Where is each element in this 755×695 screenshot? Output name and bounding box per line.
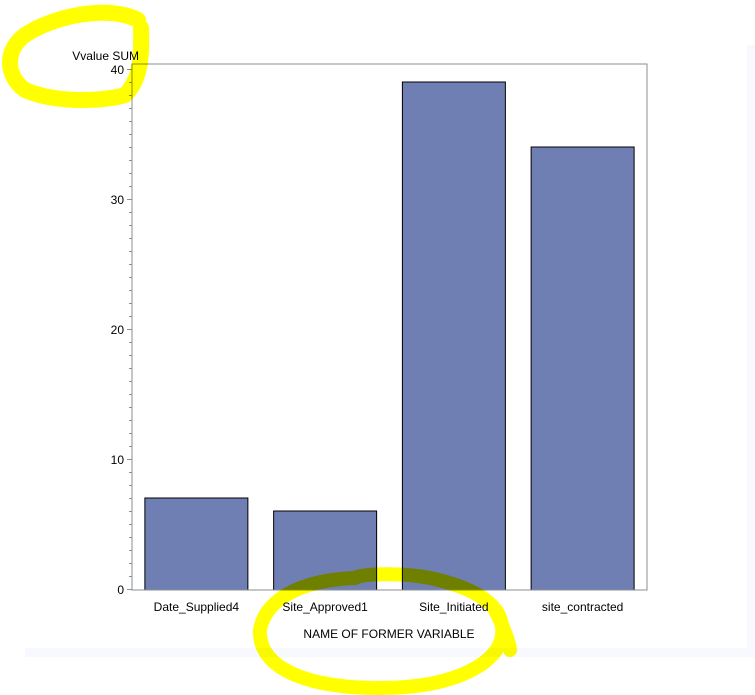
x-tick-label: Site_Approved1 xyxy=(282,600,368,614)
x-tick-label: site_contracted xyxy=(542,600,623,614)
bar-Site_Initiated xyxy=(401,81,506,591)
y-tick-label: 10 xyxy=(111,453,125,467)
highlight-annotations xyxy=(2,4,517,695)
plot-frame xyxy=(131,63,648,591)
x-axis-label: NAME OF FORMER VARIABLE xyxy=(303,627,474,641)
y-tick-label: 0 xyxy=(117,583,124,597)
y-axis-label: Vvalue SUM xyxy=(72,49,139,63)
bar-site_contracted xyxy=(530,146,635,591)
y-tick-label: 40 xyxy=(111,63,125,77)
highlight-circle-x-label xyxy=(253,567,517,695)
x-tick-label: Date_Supplied4 xyxy=(154,600,240,614)
y-tick-label: 20 xyxy=(111,323,125,337)
x-tick-label: Site_Initiated xyxy=(419,600,488,614)
highlight-circle-y-label xyxy=(2,4,150,108)
bar-Date_Supplied4 xyxy=(144,497,249,591)
y-tick-label: 30 xyxy=(111,193,125,207)
